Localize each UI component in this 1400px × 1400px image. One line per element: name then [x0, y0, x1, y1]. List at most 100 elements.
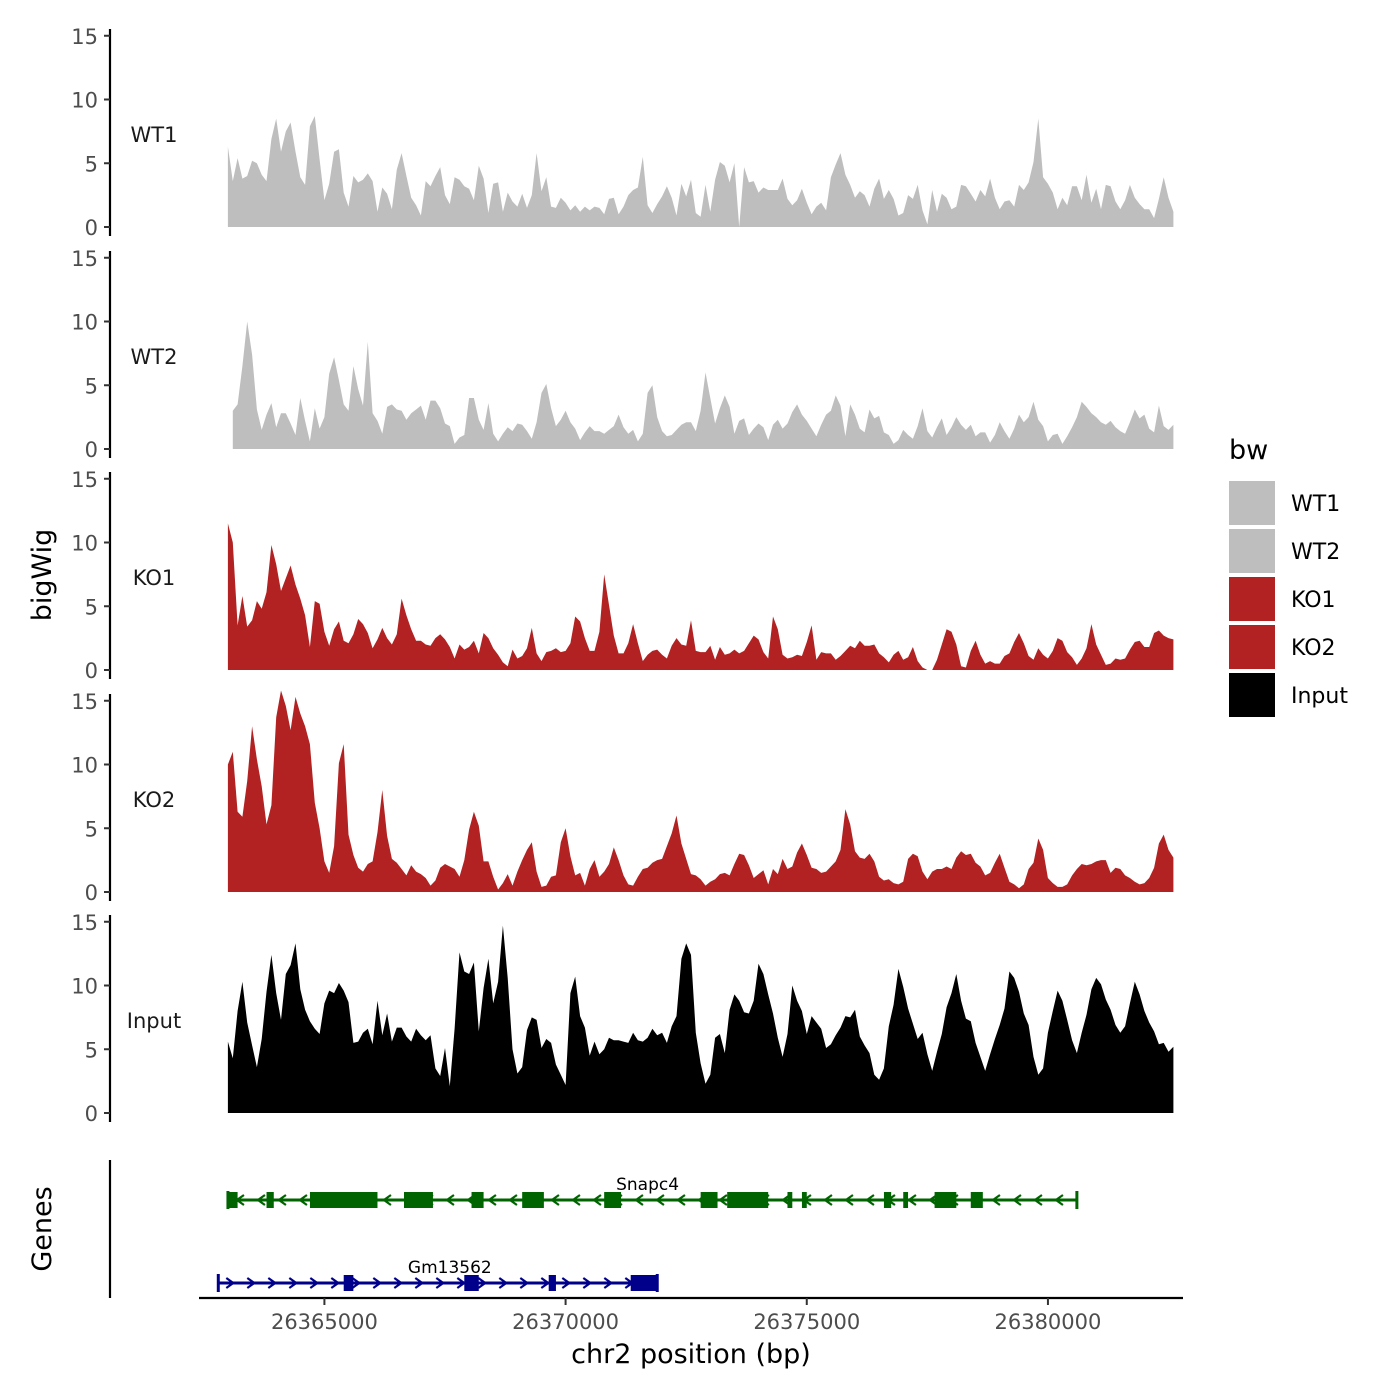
- legend-key-wt2: [1229, 529, 1275, 573]
- bigwig-panels: 0 5 10 15 WT1 0 5 10 15 WT2 0 5 10 15 KO1 0 5 10 15 KO2 0 5 10…: [71, 25, 1174, 1126]
- y-tick-label: 15: [71, 911, 98, 935]
- strand-arrow: [414, 1277, 425, 1289]
- exon: [522, 1192, 544, 1208]
- strand-arrow: [298, 1194, 308, 1206]
- strand-arrow: [823, 1194, 833, 1206]
- area-ko2: [227, 690, 1174, 892]
- y-tick-label: 10: [71, 754, 98, 778]
- strand-arrow: [676, 1194, 686, 1206]
- strand-arrow: [277, 1194, 287, 1206]
- strand-arrow: [351, 1277, 362, 1289]
- legend-key-wt1: [1229, 481, 1275, 525]
- strand-arrow: [445, 1194, 455, 1206]
- panel-ko1: 0 5 10 15 KO1: [71, 468, 1174, 683]
- x-tick-label: 26375000: [753, 1310, 860, 1334]
- exon: [266, 1192, 274, 1208]
- area-wt1: [227, 116, 1174, 227]
- y-tick-label: 15: [71, 247, 98, 271]
- x-axis: 26365000 26370000 26375000 26380000: [199, 1296, 1183, 1334]
- strand-arrow: [256, 1194, 266, 1206]
- y-tick-label: 15: [71, 468, 98, 492]
- x-axis-title: chr2 position (bp): [571, 1339, 811, 1370]
- legend-label-input: Input: [1291, 684, 1348, 709]
- exon: [604, 1192, 622, 1208]
- strand-arrow: [225, 1277, 236, 1289]
- y-tick-label: 5: [85, 817, 98, 841]
- area-ko1: [227, 523, 1174, 670]
- x-tick-label: 26365000: [271, 1310, 378, 1334]
- gene-track-panel: Snapc4 Gm13562: [108, 1160, 1079, 1298]
- legend-key-ko2: [1229, 625, 1275, 669]
- y-tick-label: 10: [71, 532, 98, 556]
- strand-arrow: [372, 1277, 383, 1289]
- legend-title: bw: [1229, 435, 1268, 466]
- legend-key-input: [1229, 673, 1275, 717]
- legend-label-ko1: KO1: [1291, 588, 1336, 613]
- legend-label-wt2: WT2: [1291, 540, 1340, 565]
- y-tick-label: 0: [85, 659, 98, 683]
- y-tick-label: 0: [85, 881, 98, 905]
- strand-arrow: [487, 1194, 497, 1206]
- area-input: [227, 925, 1174, 1113]
- panel-wt2: 0 5 10 15 WT2: [71, 247, 1174, 462]
- strand-arrow: [550, 1194, 560, 1206]
- gene-label-snapc4: Snapc4: [616, 1175, 679, 1195]
- exon: [970, 1192, 983, 1208]
- exon: [309, 1192, 378, 1208]
- genes-axis-title: Genes: [27, 1186, 58, 1271]
- y-tick-label: 5: [85, 595, 98, 619]
- panel-wt1: 0 5 10 15 WT1: [71, 25, 1174, 240]
- strand-arrow: [865, 1194, 875, 1206]
- strand-arrow: [508, 1194, 518, 1206]
- strand-arrow: [991, 1194, 1001, 1206]
- strand-arrow: [288, 1277, 299, 1289]
- exon: [727, 1192, 769, 1208]
- legend-label-wt1: WT1: [1291, 492, 1340, 517]
- strand-arrow: [907, 1194, 917, 1206]
- strand-arrow: [330, 1277, 341, 1289]
- panel-label-ko1: KO1: [133, 566, 176, 590]
- exon: [700, 1192, 718, 1208]
- strand-arrow: [393, 1277, 404, 1289]
- gene-models: Snapc4 Gm13562: [216, 1175, 1079, 1292]
- panel-input: 0 5 10 15 Input: [71, 911, 1174, 1126]
- y-tick-label: 5: [85, 374, 98, 398]
- exon: [630, 1275, 658, 1291]
- y-tick-label: 10: [71, 89, 98, 113]
- strand-arrow: [592, 1194, 602, 1206]
- panel-ko2: 0 5 10 15 KO2: [71, 690, 1174, 905]
- strand-arrow: [634, 1194, 644, 1206]
- y-tick-label: 15: [71, 690, 98, 714]
- y-tick-label: 10: [71, 311, 98, 335]
- exon: [471, 1192, 484, 1208]
- x-tick-label: 26380000: [994, 1310, 1101, 1334]
- x-tick-label: 26370000: [512, 1310, 619, 1334]
- strand-arrow: [603, 1277, 614, 1289]
- exon: [343, 1275, 354, 1291]
- strand-arrow: [844, 1194, 854, 1206]
- y-axis-title: bigWig: [27, 529, 58, 622]
- strand-arrow: [519, 1277, 530, 1289]
- exon: [903, 1192, 909, 1208]
- panel-label-ko2: KO2: [133, 788, 176, 812]
- strand-arrow: [435, 1277, 446, 1289]
- exon: [934, 1192, 957, 1208]
- strand-arrow: [582, 1277, 593, 1289]
- strand-arrow: [1012, 1194, 1022, 1206]
- strand-arrow: [267, 1277, 278, 1289]
- strand-arrow: [498, 1277, 509, 1289]
- legend-key-ko1: [1229, 577, 1275, 621]
- strand-arrow: [456, 1277, 467, 1289]
- strand-arrow: [571, 1194, 581, 1206]
- panel-label-input: Input: [127, 1009, 181, 1033]
- strand-arrow: [1033, 1194, 1043, 1206]
- exon: [548, 1275, 556, 1291]
- panel-label-wt1: WT1: [131, 123, 178, 147]
- y-tick-label: 0: [85, 216, 98, 240]
- strand-arrow: [309, 1277, 320, 1289]
- y-tick-label: 10: [71, 975, 98, 999]
- exon: [787, 1192, 793, 1208]
- y-tick-label: 5: [85, 1038, 98, 1062]
- strand-arrow: [382, 1194, 392, 1206]
